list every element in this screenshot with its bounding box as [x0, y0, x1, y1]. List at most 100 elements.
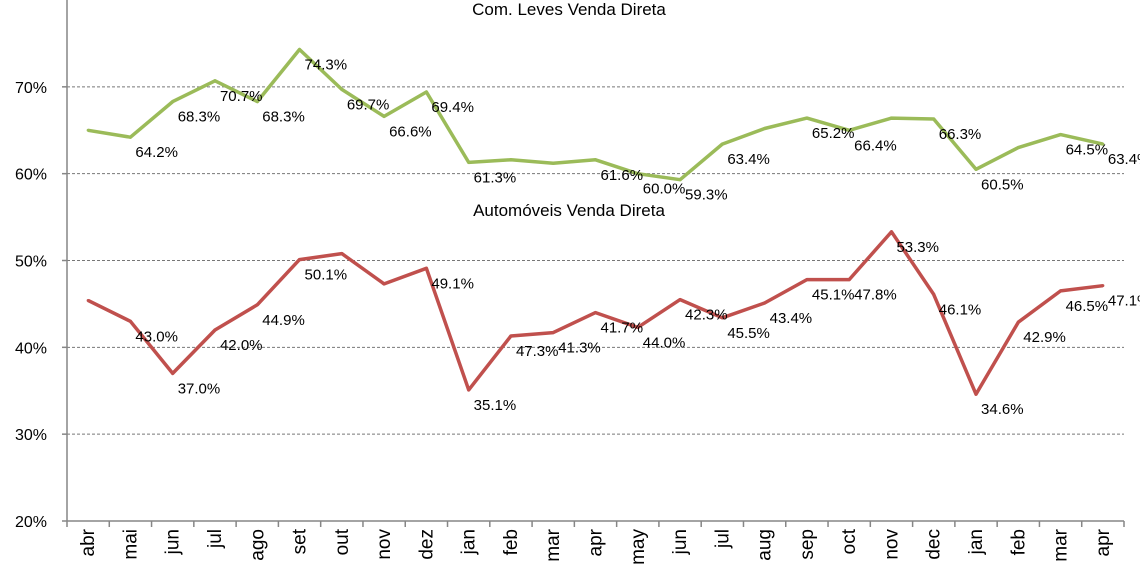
data-label: 41.3% — [558, 340, 601, 357]
data-point — [86, 128, 90, 132]
data-point — [382, 114, 386, 118]
data-point — [424, 90, 428, 94]
x-tick-label: mai — [120, 529, 141, 560]
data-label: 74.3% — [305, 56, 348, 73]
x-tick-label: oct — [839, 528, 860, 554]
data-point — [932, 117, 936, 121]
data-point — [763, 127, 767, 131]
data-label: 66.3% — [939, 126, 982, 143]
data-point — [1059, 289, 1063, 293]
data-point — [255, 303, 259, 307]
data-point — [509, 158, 513, 162]
x-tick-label: nov — [881, 529, 902, 560]
data-point — [213, 79, 217, 83]
data-point — [636, 172, 640, 176]
data-label: 69.4% — [431, 99, 474, 116]
data-label: 46.5% — [1066, 298, 1109, 315]
data-point — [509, 334, 513, 338]
data-point — [213, 328, 217, 332]
data-label: 53.3% — [896, 239, 939, 256]
data-point — [594, 311, 597, 315]
data-label: 47.8% — [854, 287, 897, 304]
data-point — [932, 292, 936, 296]
data-label: 64.2% — [135, 144, 178, 161]
data-label: 66.6% — [389, 123, 432, 140]
x-tick-label: jul — [712, 529, 733, 549]
x-tick-label: jan — [966, 529, 987, 555]
data-point — [720, 316, 724, 320]
data-point — [255, 100, 259, 104]
data-label: 44.0% — [643, 334, 686, 351]
data-point — [678, 298, 682, 302]
data-point — [636, 325, 640, 329]
data-point — [1016, 320, 1020, 324]
data-point — [678, 178, 682, 182]
x-tick-label: nov — [374, 529, 395, 560]
data-point — [763, 301, 767, 305]
x-tick-label: sep — [797, 529, 818, 560]
data-point — [720, 142, 724, 146]
x-tick-label: feb — [501, 529, 522, 555]
data-label: 45.5% — [727, 325, 770, 342]
data-point — [340, 87, 344, 91]
data-label: 60.0% — [643, 181, 686, 198]
data-label: 42.0% — [220, 337, 263, 354]
data-label: 63.4% — [1108, 151, 1140, 168]
x-tick-label: mar — [543, 528, 564, 561]
data-point — [805, 278, 809, 282]
x-tick-label: may — [628, 529, 649, 565]
data-point — [1101, 284, 1105, 288]
data-point — [805, 116, 809, 120]
y-tick-label: 30% — [15, 427, 47, 444]
data-point — [340, 252, 344, 256]
x-tick-label: jan — [459, 529, 480, 555]
x-tick-label: out — [332, 528, 353, 555]
data-point — [1101, 142, 1105, 146]
y-tick-label: 20% — [15, 514, 47, 531]
data-point — [974, 167, 978, 171]
y-tick-label: 70% — [15, 80, 47, 97]
data-label: 49.1% — [431, 275, 474, 292]
data-label: 68.3% — [262, 109, 305, 126]
data-point — [382, 282, 386, 286]
x-tick-label: dec — [924, 529, 945, 560]
data-point — [1016, 146, 1020, 150]
x-tick-label: jul — [205, 529, 226, 549]
data-point — [847, 278, 851, 282]
x-tick-label: feb — [1008, 529, 1029, 555]
y-tick-label: 40% — [15, 340, 47, 357]
data-label: 47.1% — [1108, 293, 1140, 310]
x-tick-label: mar — [1051, 528, 1072, 561]
data-point — [551, 161, 555, 165]
data-point — [889, 116, 893, 120]
series-title-com-leves: Com. Leves Venda Direta — [472, 0, 666, 19]
data-label: 61.3% — [474, 169, 517, 186]
data-label: 59.3% — [685, 187, 728, 204]
data-label: 37.0% — [178, 380, 221, 397]
data-label: 69.7% — [347, 96, 390, 113]
x-axis-ticks: abr mai jun jul ago set out nov dez jan feb mar apr m… — [66, 521, 1125, 565]
x-tick-label: jun — [670, 529, 691, 555]
gridlines — [67, 86, 1124, 435]
data-label: 65.2% — [812, 125, 855, 142]
data-label: 45.1% — [812, 287, 855, 304]
data-label: 70.7% — [220, 88, 263, 105]
data-point — [128, 319, 132, 323]
data-point — [171, 100, 175, 104]
data-label: 44.9% — [262, 312, 305, 329]
data-label: 43.4% — [770, 310, 813, 327]
data-label: 50.1% — [305, 267, 348, 284]
data-label: 43.0% — [135, 328, 178, 345]
data-label: 63.4% — [727, 151, 770, 168]
data-point — [467, 160, 471, 164]
data-point — [889, 230, 893, 234]
data-label: 34.6% — [981, 401, 1024, 418]
data-label: 42.3% — [685, 307, 728, 324]
data-point — [424, 266, 428, 270]
data-point — [298, 258, 302, 262]
x-tick-label: apr — [1093, 528, 1114, 556]
series-title-automoveis: Automóveis Venda Direta — [473, 201, 665, 220]
data-label: 47.3% — [516, 343, 559, 360]
data-point — [551, 331, 555, 335]
